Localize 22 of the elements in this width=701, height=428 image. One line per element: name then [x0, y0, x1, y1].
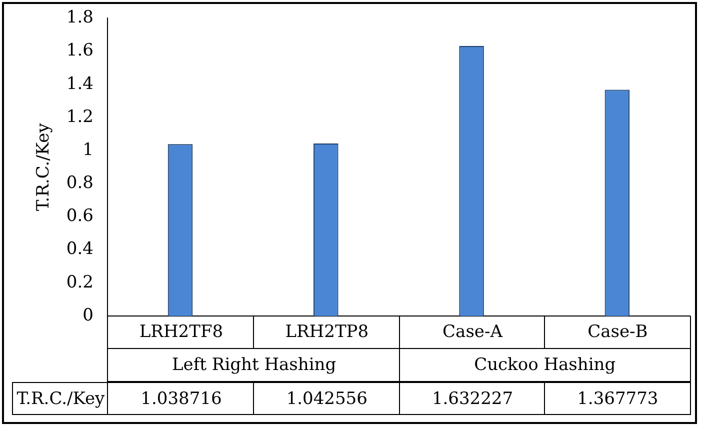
- y-tick-label: 0.6: [66, 206, 94, 226]
- text: T.R.C./Key: [16, 388, 105, 408]
- y-tick-label: 0.2: [66, 272, 94, 292]
- y-tick-label: 0.4: [66, 239, 94, 260]
- data-label: 1.038716: [107, 382, 254, 415]
- y-tick-label: 0: [82, 305, 94, 326]
- y-axis-title: T.R.C./Key: [34, 122, 54, 212]
- y-tick-label: 1.2: [66, 106, 94, 127]
- data-label: 1.042556: [253, 382, 400, 415]
- data-label: 1.632227: [398, 382, 546, 415]
- y-tick-label: 0.8: [66, 173, 94, 194]
- text: Cuckoo Hashing: [398, 349, 691, 382]
- y-tick-label: 1.8: [66, 8, 94, 28]
- data-label: 1.367773: [544, 382, 691, 415]
- y-tick-label: 1.4: [66, 74, 94, 94]
- text: Left Right Hashing: [107, 349, 400, 382]
- y-tick-label: 1: [82, 140, 94, 160]
- x-tick-label: LRH2TF8: [107, 316, 254, 349]
- x-tick-label: Case-B: [544, 316, 691, 349]
- x-tick-label: Case-A: [398, 316, 546, 349]
- y-tick-label: 1.6: [66, 40, 94, 61]
- x-tick-label: LRH2TP8: [253, 316, 400, 349]
